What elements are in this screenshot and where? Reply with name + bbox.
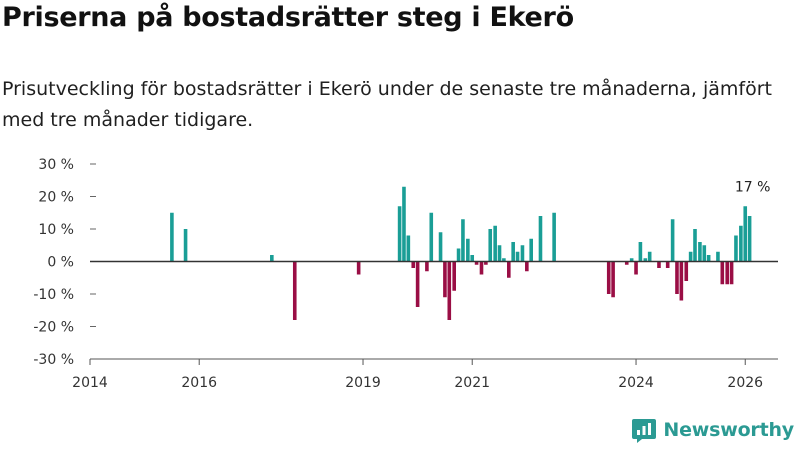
bar bbox=[647, 251, 652, 262]
bar bbox=[739, 225, 743, 262]
bar bbox=[470, 255, 475, 262]
bar bbox=[474, 261, 479, 265]
bar bbox=[484, 261, 488, 265]
bar bbox=[292, 261, 297, 320]
bar bbox=[507, 261, 511, 278]
bar bbox=[411, 261, 416, 268]
x-tick-label: 2019 bbox=[345, 375, 381, 391]
bar bbox=[270, 255, 274, 262]
bar bbox=[643, 258, 648, 262]
y-tick-label: -10 % bbox=[33, 287, 74, 303]
bar bbox=[702, 245, 707, 262]
bar bbox=[502, 258, 506, 262]
bar bbox=[443, 261, 447, 298]
bar bbox=[488, 229, 493, 262]
bar bbox=[688, 251, 693, 262]
bar bbox=[415, 261, 420, 307]
chart-title: Priserna på bostadsrätter steg i Ekerö bbox=[2, 2, 574, 33]
bar bbox=[670, 219, 675, 262]
x-tick-label: 2024 bbox=[618, 375, 654, 391]
bar bbox=[479, 261, 484, 275]
chart-subtitle: Prisutveckling för bostadsrätter i Ekerö… bbox=[2, 78, 773, 131]
bar bbox=[729, 261, 734, 285]
bar bbox=[497, 245, 502, 262]
y-tick-label: 10 % bbox=[38, 222, 74, 238]
bar bbox=[629, 258, 634, 262]
bar bbox=[515, 251, 520, 262]
bar bbox=[447, 261, 452, 320]
bar bbox=[684, 261, 689, 281]
bar bbox=[725, 261, 730, 285]
bar bbox=[679, 261, 684, 301]
bar bbox=[406, 235, 411, 262]
bar bbox=[606, 261, 611, 294]
bar bbox=[438, 232, 443, 262]
newsworthy-icon bbox=[632, 419, 657, 443]
bar bbox=[466, 238, 470, 262]
bar bbox=[634, 261, 638, 275]
bar bbox=[624, 261, 629, 265]
bar bbox=[429, 212, 434, 262]
bar bbox=[693, 229, 697, 262]
bar bbox=[525, 261, 529, 272]
bar bbox=[657, 261, 661, 268]
bar bbox=[743, 206, 748, 262]
bar bbox=[665, 261, 670, 268]
y-tick-label: -30 % bbox=[33, 352, 74, 368]
bar bbox=[720, 261, 725, 285]
bar bbox=[461, 219, 465, 262]
x-tick-label: 2016 bbox=[181, 375, 217, 391]
x-tick-label: 2026 bbox=[727, 375, 763, 391]
bar bbox=[675, 261, 679, 294]
x-tick-label: 2021 bbox=[454, 375, 490, 391]
bar bbox=[716, 251, 720, 262]
bar bbox=[611, 261, 615, 298]
bar bbox=[356, 261, 361, 275]
bar bbox=[538, 216, 543, 262]
bar bbox=[552, 212, 556, 262]
bar bbox=[493, 225, 497, 262]
bar bbox=[529, 238, 533, 262]
bar bbox=[425, 261, 429, 272]
bar bbox=[183, 229, 188, 262]
y-tick-label: 0 % bbox=[47, 255, 74, 271]
bar bbox=[706, 255, 711, 262]
bar bbox=[402, 186, 406, 262]
bar bbox=[747, 216, 752, 262]
bar bbox=[734, 235, 738, 262]
bar bbox=[520, 245, 525, 262]
y-tick-label: 30 % bbox=[38, 157, 74, 173]
bar bbox=[170, 212, 174, 262]
brand-name: Newsworthy bbox=[663, 419, 794, 441]
x-tick-label: 2014 bbox=[72, 375, 108, 391]
bar bbox=[397, 206, 402, 262]
latest-value-label: 17 % bbox=[735, 179, 771, 195]
bar bbox=[698, 242, 702, 262]
bar bbox=[638, 242, 643, 262]
bar bbox=[456, 248, 461, 262]
y-tick-label: 20 % bbox=[38, 190, 74, 206]
bar bbox=[511, 242, 515, 262]
bar bbox=[452, 261, 456, 291]
brand-logo: Newsworthy bbox=[631, 416, 794, 444]
y-tick-label: -20 % bbox=[33, 320, 74, 336]
